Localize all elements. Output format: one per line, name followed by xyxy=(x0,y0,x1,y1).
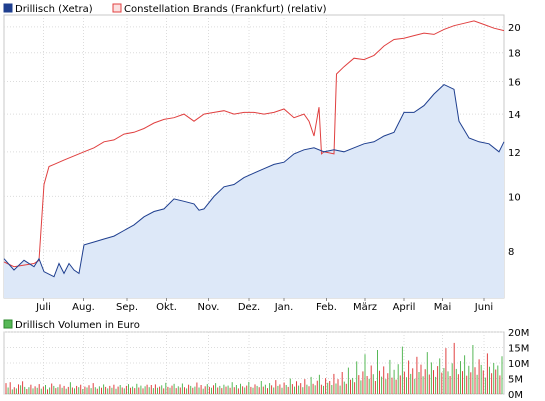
legend-swatch-drillisch xyxy=(3,3,13,13)
drillisch-area xyxy=(4,84,504,298)
main-y-tick-label: 18 xyxy=(508,49,521,60)
main-x-tick-label: März xyxy=(353,302,377,313)
main-y-tick-label: 12 xyxy=(508,148,521,159)
legend-label-constellation: Constellation Brands (Frankfurt) (relati… xyxy=(124,4,327,15)
main-x-tick-label: Jan. xyxy=(274,302,294,313)
main-x-tick-label: Okt. xyxy=(156,302,177,313)
main-y-tick-label: 16 xyxy=(508,77,521,88)
main-x-tick-label: Nov. xyxy=(198,302,220,313)
volume-y-ticks: 0M 5M 10M 15M 20M xyxy=(508,328,529,401)
main-x-tick-label: April xyxy=(393,302,416,313)
legend-swatch-constellation xyxy=(112,3,122,13)
volume-y-tick-label: 5M xyxy=(508,375,523,386)
volume-grid xyxy=(4,331,504,395)
constellation-line xyxy=(3,20,505,268)
main-y-tick-label: 14 xyxy=(508,110,521,121)
legend-label-drillisch: Drillisch (Xetra) xyxy=(15,4,93,15)
main-y-tick-label: 10 xyxy=(508,192,521,203)
main-x-tick-label: Sep. xyxy=(116,302,138,313)
main-y-tick-label: 20 xyxy=(508,23,521,34)
main-x-tick-label: Juli xyxy=(35,302,51,313)
volume-y-tick-label: 20M xyxy=(508,328,529,339)
main-x-tick-label: Mai xyxy=(434,302,452,313)
main-y-ticks: 8 10 12 14 16 18 20 xyxy=(508,23,521,258)
main-x-tick-label: Dez. xyxy=(238,302,260,313)
legend-swatch-volume xyxy=(3,319,13,329)
volume-y-tick-label: 15M xyxy=(508,344,529,355)
volume-bars xyxy=(5,342,503,394)
main-x-ticks: Juli Aug. Sep. Okt. Nov. Dez. Jan. Feb. März Apri… xyxy=(35,298,493,313)
main-lines xyxy=(3,20,505,278)
volume-y-tick-label: 0M xyxy=(508,390,523,401)
main-x-tick-label: Juni xyxy=(474,302,493,313)
drillisch-area-fill xyxy=(4,84,504,298)
drillisch-line xyxy=(3,84,505,278)
volume-y-tick-label: 10M xyxy=(508,359,529,370)
main-y-tick-label: 8 xyxy=(508,247,514,258)
main-x-tick-label: Feb. xyxy=(316,302,337,313)
main-x-tick-label: Aug. xyxy=(72,302,95,313)
legend-label-volume: Drillisch Volumen in Euro xyxy=(15,320,140,331)
